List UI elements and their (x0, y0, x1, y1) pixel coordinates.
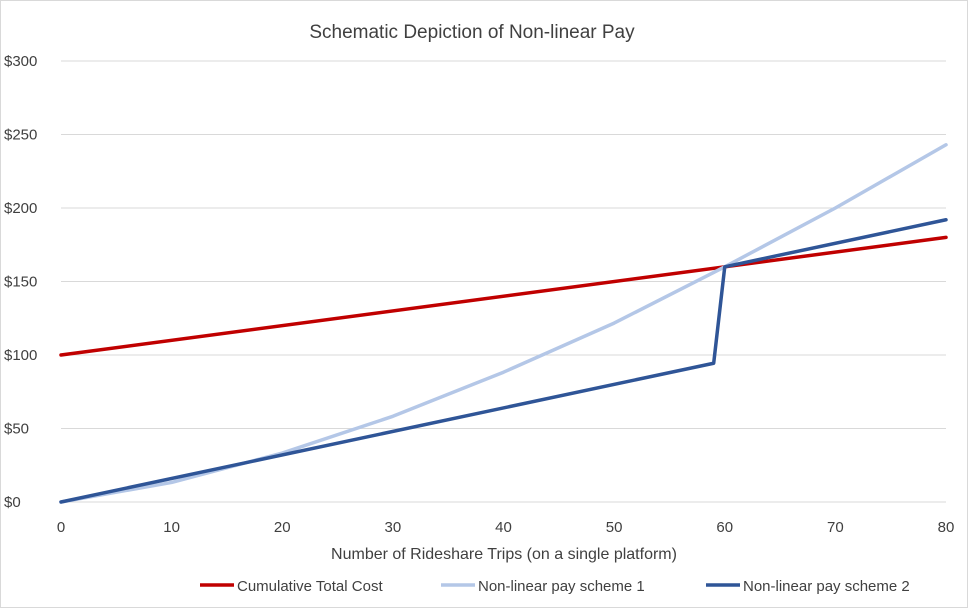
y-tick-label: $0 (4, 494, 21, 511)
y-tick-label: $250 (4, 127, 37, 144)
legend-label: Non-linear pay scheme 1 (478, 578, 645, 595)
x-tick-label: 70 (827, 519, 844, 536)
x-tick-label: 80 (938, 519, 955, 536)
x-axis-ticks: 0 10 20 30 40 50 60 70 80 (57, 519, 955, 536)
x-tick-label: 0 (57, 519, 65, 536)
series-line-2 (59, 143, 948, 504)
chart-title: Schematic Depiction of Non-linear Pay (309, 22, 635, 43)
x-tick-label: 50 (606, 519, 623, 536)
legend-label: Cumulative Total Cost (237, 578, 383, 595)
legend: Cumulative Total Cost Non-linear pay sche… (200, 578, 910, 595)
x-tick-label: 10 (163, 519, 180, 536)
series-lines (59, 143, 948, 504)
y-tick-label: $200 (4, 200, 37, 217)
y-tick-label: $300 (4, 53, 37, 70)
y-tick-label: $100 (4, 347, 37, 364)
x-tick-label: 20 (274, 519, 291, 536)
x-tick-label: 30 (385, 519, 402, 536)
y-tick-label: $50 (4, 421, 29, 438)
gridlines (61, 60, 946, 503)
legend-label: Non-linear pay scheme 2 (743, 578, 910, 595)
series-line-3 (59, 218, 948, 504)
y-axis-ticks: $0 $50 $100 $150 $200 $250 $300 (4, 53, 37, 511)
x-tick-label: 40 (495, 519, 512, 536)
series-line-1 (59, 235, 948, 357)
y-tick-label: $150 (4, 274, 37, 291)
x-tick-label: 60 (716, 519, 733, 536)
x-axis-label: Number of Rideshare Trips (on a single p… (331, 546, 677, 563)
